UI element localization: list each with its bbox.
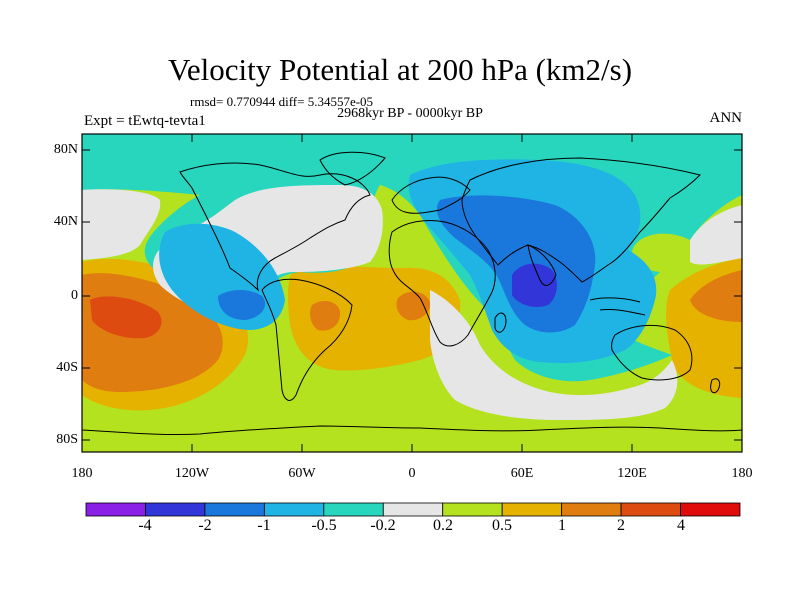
time-period: 2968kyr BP - 0000kyr BP [337,106,483,121]
colorbar [85,502,741,517]
experiment-label: Expt = tEwtq-tevta1 [84,113,206,129]
lon-label-120e: 120E [617,466,647,481]
lat-label-80n: 80N [53,142,78,157]
colorbar-box [561,502,622,517]
coast-north-america [179,162,371,292]
field-neutral-north-pacific [82,189,161,260]
colorbar-label: -2 [198,517,212,534]
colorbar-box [204,502,265,517]
lat-label-0: 0 [71,288,78,303]
colorbar-box [263,502,325,517]
coastlines [82,151,742,436]
coast-australia [611,325,693,381]
colorbar-box [323,502,384,517]
field-max-pacific [90,296,162,339]
lon-label-60w: 60W [288,466,316,481]
lon-label-180e: 180 [731,466,753,481]
coast-greenland [319,151,386,186]
colorbar-box [442,502,503,517]
field-small-patch [663,236,696,255]
coast-europe [391,176,471,214]
coast-south-america [261,278,353,401]
coast-asia [461,157,701,283]
map-title: Velocity Potential at 200 hPa (km2/s) [167,52,633,87]
lon-label-180w: 180 [71,466,93,481]
colorbar-label: 0.5 [492,517,512,534]
coast-antarctica [82,425,742,436]
colorbar-label: -0.5 [311,517,337,534]
colorbar-box [145,502,206,517]
field-neutral-africa-band [430,290,678,420]
colorbar-box [501,502,563,517]
colorbar-label: -1 [257,517,271,534]
season-label: ANN [709,110,743,126]
colorbar-label: 4 [677,517,685,534]
coast-madagascar [494,312,507,333]
colorbar-box [85,502,146,517]
colorbar-label: 0.2 [433,517,453,534]
field-negative-central-america [218,290,266,320]
rmsd-diff-stats: rmsd= 0.770944 diff= 5.34557e-05 [190,94,374,109]
field-positive-west-pacific-core [690,270,742,322]
colorbar-label: 2 [617,517,625,534]
colorbar-label: -4 [138,517,152,534]
lat-label-80s: 80S [56,432,78,447]
coast-new-zealand [710,378,721,394]
lat-label-40n: 40N [53,214,78,229]
coast-india [527,244,557,286]
coast-indonesia [589,297,646,316]
colorbar-box [620,502,681,517]
lon-label-120w: 120W [174,466,210,481]
coast-africa [388,219,496,347]
colorbar-box [680,502,741,517]
map-field [82,134,742,452]
colorbar-label: -0.2 [370,517,396,534]
field-neutral-east [690,205,742,265]
lon-label-0: 0 [408,466,416,481]
colorbar-label: 1 [558,517,566,534]
field-negative-india [436,195,596,333]
field-positive-africa [396,291,431,321]
axis-ticks [81,134,743,452]
lat-label-40s: 40S [56,360,78,375]
field-min-indian-ocean [512,263,557,307]
lon-label-60e: 60E [510,466,534,481]
field-positive-brazil [310,300,341,331]
colorbar-box [382,502,444,517]
